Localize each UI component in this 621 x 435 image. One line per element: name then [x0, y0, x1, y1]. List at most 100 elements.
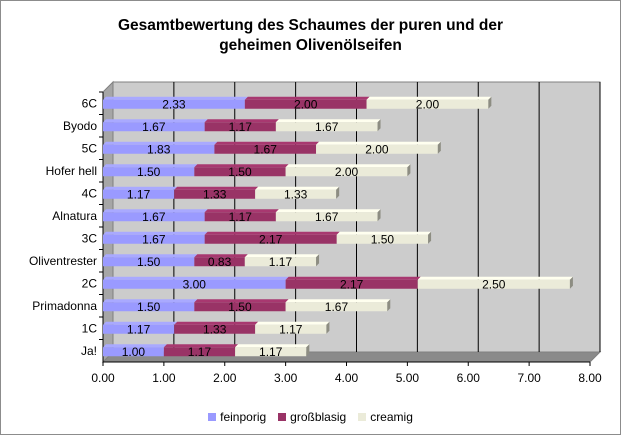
category-label: Hofer hell [46, 164, 97, 178]
bar-segment-top [103, 164, 198, 168]
bar-segment-großblasig [163, 344, 239, 357]
bar-segment-creamig [316, 141, 441, 154]
bar-segment-top [275, 119, 381, 123]
bar-segment-top [255, 186, 340, 190]
data-label: 1.50 [228, 300, 252, 314]
bar-segment-face [103, 302, 195, 312]
category-label: 1C [82, 321, 98, 335]
bar-segment-feinporig [103, 141, 218, 154]
legend-item: großblasig [278, 410, 346, 424]
bar-segment-feinporig [103, 254, 198, 267]
bar-end-side [569, 276, 573, 289]
data-label: 1.17 [279, 322, 303, 336]
bar-segment-face [275, 212, 378, 222]
bar-segment-creamig [336, 231, 432, 244]
bar-segment-top [103, 96, 248, 100]
category-label: 3C [82, 231, 98, 245]
bar-segment-top [336, 231, 432, 235]
bar-segment-top [194, 299, 289, 303]
bar-segment-top [204, 209, 279, 213]
legend-item: creamig [358, 410, 413, 424]
legend-label: feinporig [220, 410, 267, 424]
category-label: Byodo [63, 119, 97, 133]
bar-end-side [306, 344, 310, 357]
bar-segment-face [316, 144, 438, 154]
x-tick-label: 3.00 [274, 371, 298, 385]
bar-segment-face [285, 302, 388, 312]
bar-segment-top [103, 321, 178, 325]
legend-swatch [208, 413, 217, 421]
bar-segment-face [204, 212, 276, 222]
bar-segment-top [235, 344, 310, 348]
data-label: 2.00 [335, 165, 359, 179]
data-label: 1.17 [259, 345, 283, 359]
data-label: 1.17 [229, 210, 253, 224]
bar-segment-face [103, 144, 215, 154]
bar-segment-top [103, 254, 198, 258]
bar-segment-großblasig [204, 119, 279, 132]
category-label: Alnatura [52, 209, 97, 223]
x-tick-label: 0.00 [91, 371, 115, 385]
data-label: 1.50 [371, 232, 395, 246]
bar-segment-großblasig [285, 276, 421, 289]
data-label: 1.17 [188, 345, 212, 359]
bar-segment-top [103, 276, 289, 280]
data-label: 3.00 [183, 277, 207, 291]
bar-end-side [437, 141, 441, 154]
bar-segment-top [214, 141, 320, 145]
bar-segment-face [103, 257, 195, 267]
category-label: 2C [82, 276, 98, 290]
bar-end-side [326, 321, 330, 334]
bar-segment-face [103, 122, 205, 132]
data-label: 1.50 [137, 300, 161, 314]
bar-segment-großblasig [174, 321, 259, 334]
bar-segment-face [103, 99, 245, 109]
bar-segment-top [194, 164, 289, 168]
data-label: 1.67 [142, 120, 166, 134]
bar-segment-creamig [275, 209, 381, 222]
bar-segment-face [103, 189, 175, 199]
bar-segment-face [235, 347, 307, 357]
bar-end-side [377, 119, 381, 132]
bar-segment-top [103, 141, 218, 145]
bar-segment-feinporig [103, 231, 208, 244]
bar-segment-top [204, 231, 340, 235]
data-label: 1.17 [269, 255, 293, 269]
bar-end-side [428, 231, 432, 244]
data-label: 2.00 [294, 97, 318, 111]
data-label: 0.83 [208, 255, 232, 269]
bar-segment-face [214, 144, 317, 154]
bar-segment-creamig [285, 299, 391, 312]
bar-segment-top [204, 119, 279, 123]
bar-segment-face [275, 122, 378, 132]
bar-segment-top [103, 186, 178, 190]
bar-end-side [387, 299, 391, 312]
bar-segment-feinporig [103, 344, 167, 357]
x-tick-label: 6.00 [457, 371, 481, 385]
bar-segment-großblasig [214, 141, 320, 154]
data-label: 1.17 [127, 187, 151, 201]
data-label: 2.50 [482, 277, 506, 291]
bar-segment-face [103, 347, 164, 357]
bar-segment-creamig [255, 321, 330, 334]
bar-segment-creamig [275, 119, 381, 132]
legend-swatch [278, 413, 287, 421]
bar-segment-top [103, 231, 208, 235]
bar-segment-face [255, 324, 327, 334]
data-label: 1.67 [254, 142, 278, 156]
category-label: Ja! [81, 344, 97, 358]
bar-segment-top [285, 164, 411, 168]
x-tick-label: 5.00 [396, 371, 420, 385]
bar-segment-top [366, 96, 492, 100]
bar-segment-top [174, 321, 259, 325]
bar-segment-feinporig [103, 299, 198, 312]
bar-segment-großblasig [174, 186, 259, 199]
bar-segment-face [285, 167, 408, 177]
bar-segment-großblasig [204, 209, 279, 222]
bar-end-side [336, 186, 340, 199]
data-label: 1.67 [325, 300, 349, 314]
bar-segment-feinporig [103, 321, 178, 334]
bar-segment-großblasig [194, 299, 289, 312]
bar-segment-top [244, 96, 370, 100]
bar-segment-top [103, 299, 198, 303]
